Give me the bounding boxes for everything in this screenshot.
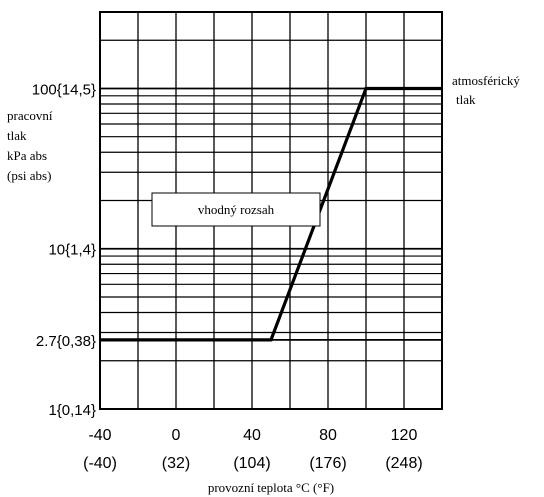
y-tick-label: 100{14,5} — [32, 81, 96, 98]
x-tick-label-fahrenheit: (104) — [233, 455, 270, 472]
y-axis-label-line: tlak — [7, 128, 27, 143]
y-axis-label: pracovní tlak kPa abs (psi abs) — [7, 108, 53, 183]
x-tick-labels: -40 (-40) 0 (32) 40 (104) 80 (176) 120 (248) — [83, 427, 423, 472]
x-tick-label-fahrenheit: (248) — [385, 455, 422, 472]
suitable-range-label: vhodný rozsah — [198, 202, 275, 217]
x-tick-label-fahrenheit: (176) — [309, 455, 346, 472]
y-tick-label: 2.7{0,38} — [36, 333, 96, 350]
x-tick-label: 0 — [172, 427, 181, 444]
atm-label-line: atmosférický — [452, 73, 520, 88]
x-tick-label: -40 — [88, 427, 111, 444]
y-axis-label-line: kPa abs — [7, 148, 47, 163]
y-tick-labels: 1{0,14} 2.7{0,38} 10{1,4} 100{14,5} — [32, 81, 96, 419]
x-tick-label: 40 — [243, 427, 261, 444]
x-tick-label-fahrenheit: (-40) — [83, 455, 117, 472]
x-tick-label: 120 — [391, 427, 418, 444]
y-axis-label-line: pracovní — [7, 108, 53, 123]
y-tick-label: 10{1,4} — [48, 242, 96, 259]
y-axis-label-line: (psi abs) — [7, 168, 51, 183]
suitable-range-box: vhodný rozsah — [151, 192, 321, 227]
x-axis-label: provozní teplota °C (°F) — [208, 480, 334, 495]
atm-label-line: tlak — [456, 92, 476, 107]
x-tick-label: 80 — [319, 427, 337, 444]
atmospheric-pressure-label: atmosférický tlak — [452, 73, 520, 107]
x-tick-label-fahrenheit: (32) — [162, 455, 190, 472]
plot-frame — [99, 11, 443, 410]
y-tick-label: 1{0,14} — [48, 402, 96, 419]
